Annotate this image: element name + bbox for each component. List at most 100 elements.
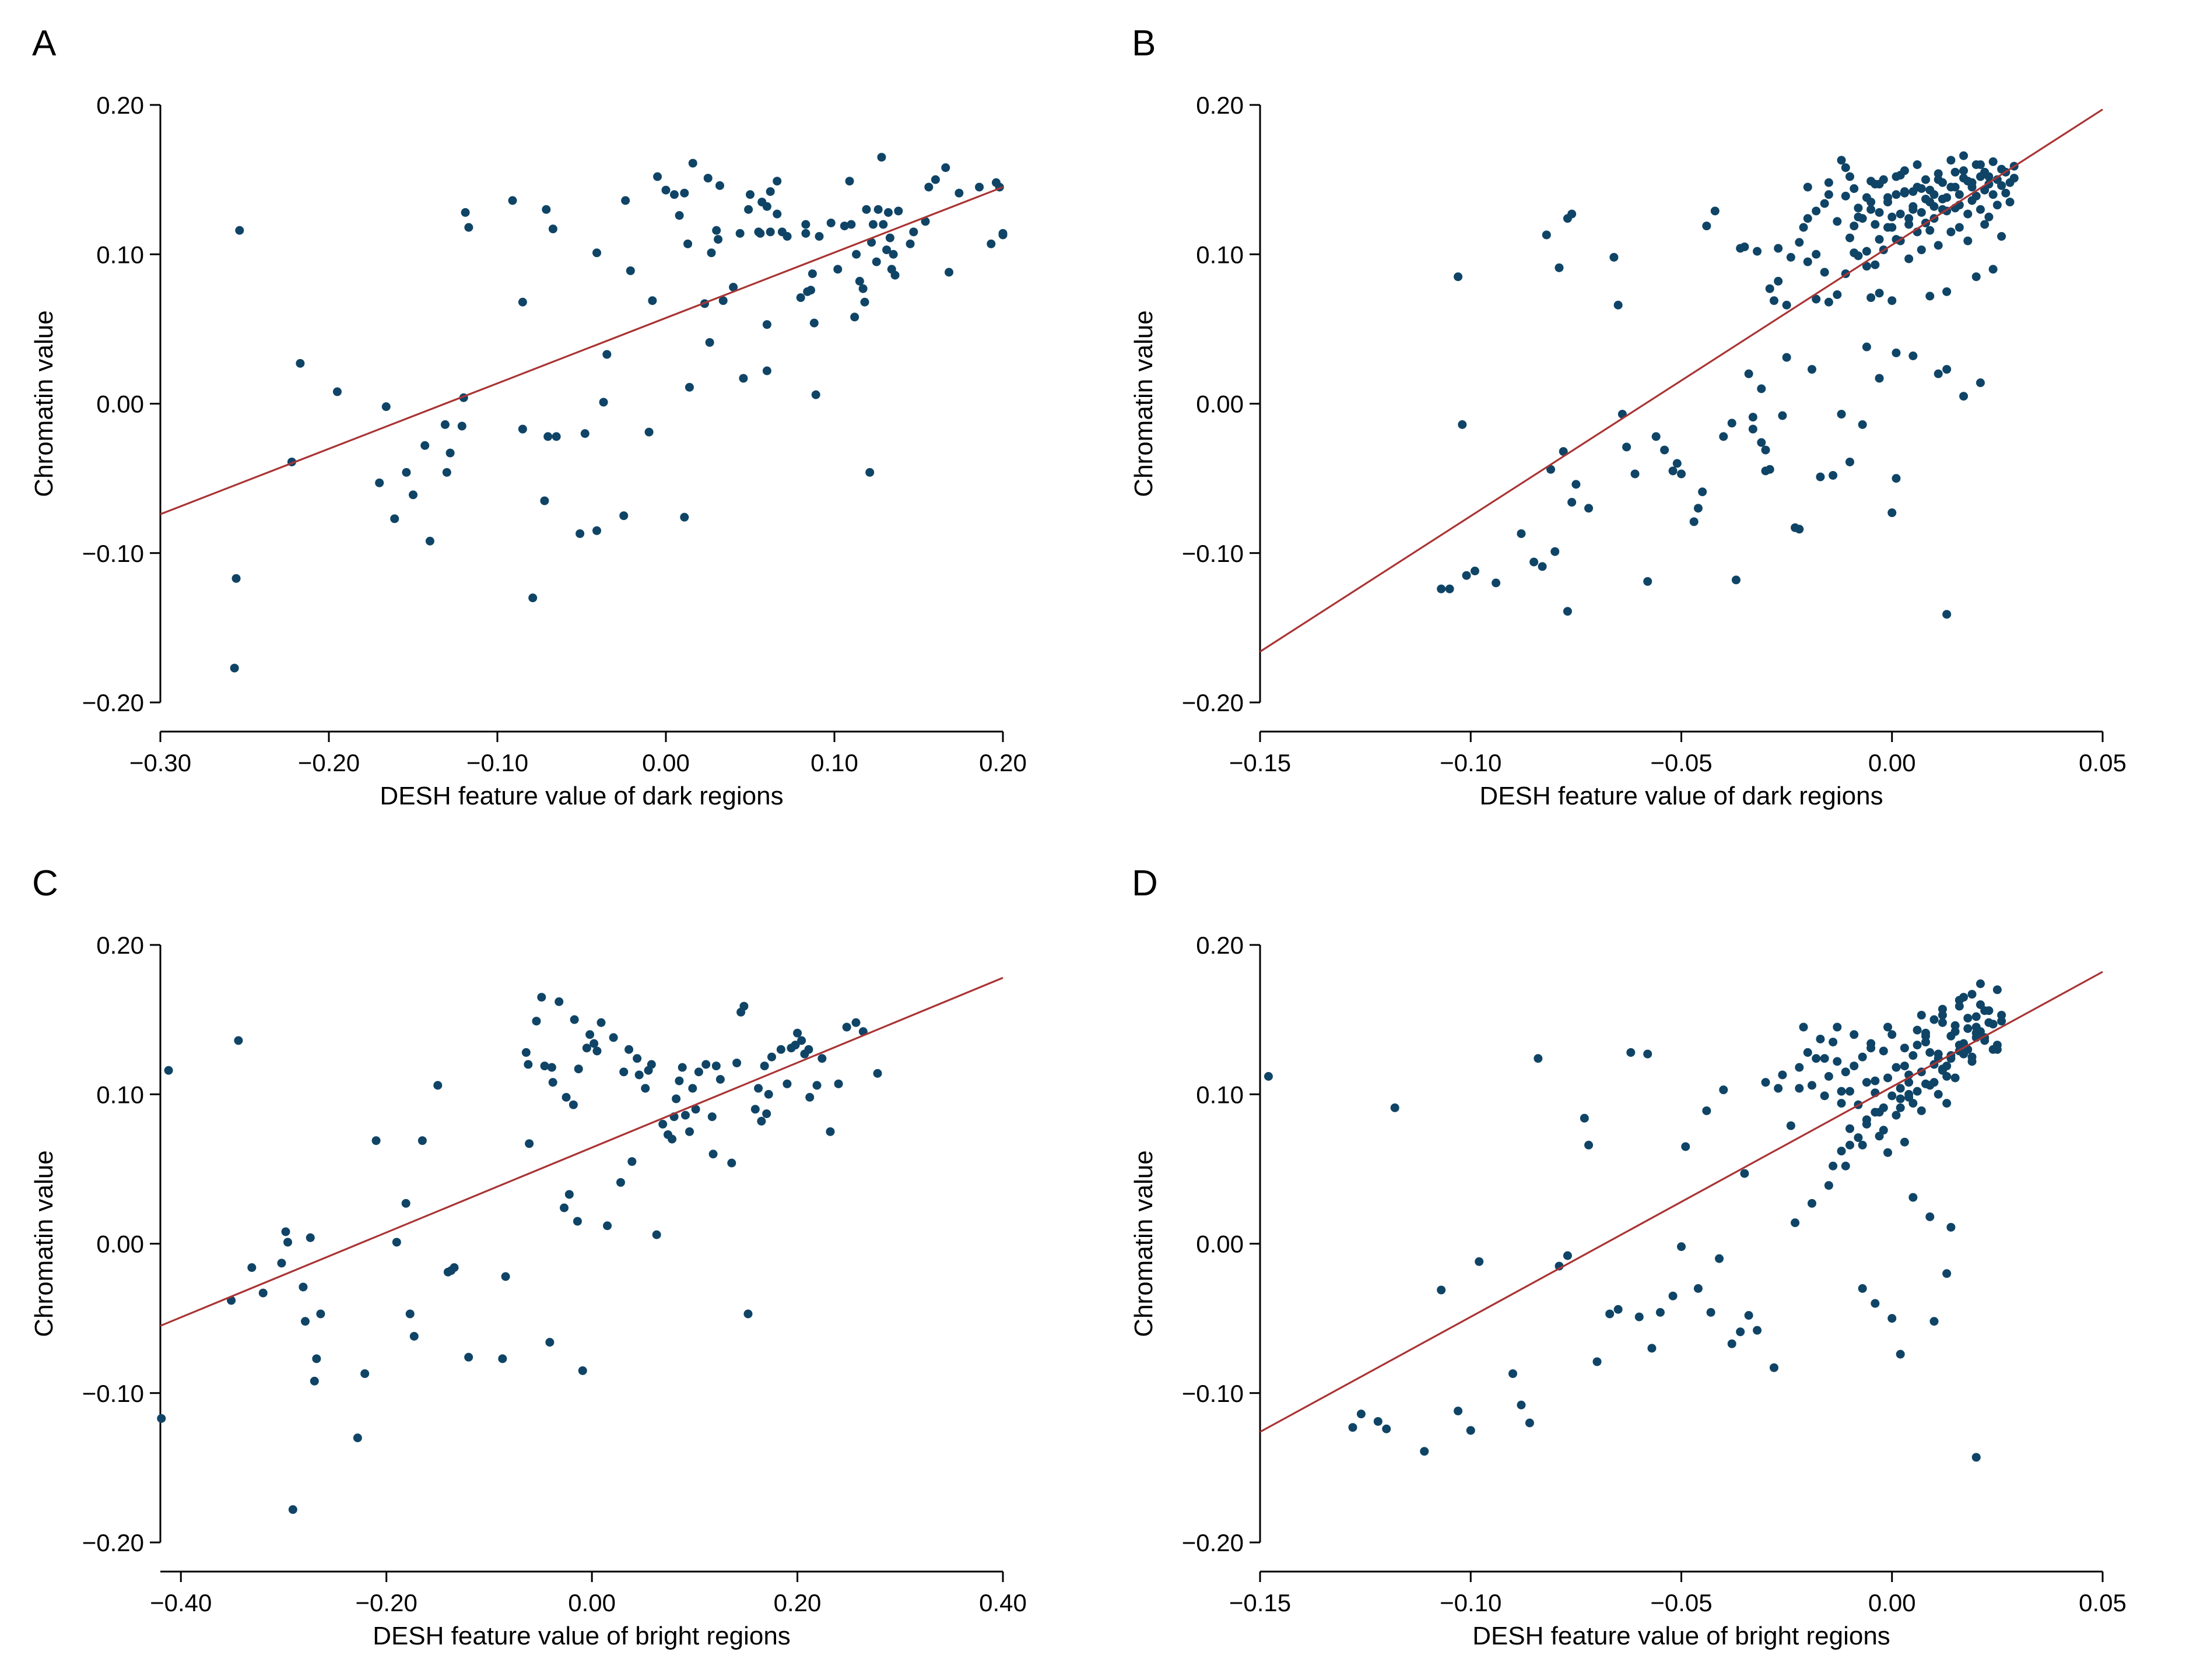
scatter-point [1908, 352, 1918, 360]
scatter-point [433, 1081, 443, 1090]
scatter-point [872, 257, 881, 266]
scatter-point [680, 512, 689, 522]
scatter-point [1883, 1073, 1893, 1082]
scatter-point [1382, 1424, 1391, 1433]
scatter-point [1765, 465, 1774, 474]
scatter-point [1605, 1309, 1615, 1319]
scatter-point [801, 229, 810, 238]
scatter-point [1580, 1113, 1589, 1123]
panel-b: B −0.20 −0.10 0.00 0.10 0.20 −0.15 −0.10 −0.05 0.… [1100, 0, 2199, 840]
scatter-point [791, 1041, 800, 1050]
scatter-point [2001, 188, 2010, 198]
scatter-point [247, 1263, 257, 1272]
scatter-point [885, 233, 894, 242]
scatter-point [1934, 369, 1943, 378]
x-tick-label: −0.15 [1229, 749, 1291, 776]
scatter-point [532, 1017, 541, 1026]
scatter-point [1698, 487, 1707, 497]
scatter-point [691, 1105, 700, 1114]
scatter-point [1753, 1326, 1762, 1335]
scatter-point [1917, 1106, 1926, 1115]
scatter-point [1668, 466, 1678, 476]
scatter-point [1841, 1161, 1850, 1171]
scatter-point [1475, 1257, 1484, 1266]
scatter-point [1896, 1103, 1905, 1112]
x-tick-label: −0.10 [1440, 749, 1501, 776]
scatter-point [1845, 457, 1854, 466]
y-tick-label: −0.10 [82, 1380, 144, 1407]
scatter-point [718, 296, 728, 305]
scatter-point [1883, 1022, 1893, 1032]
scatter-point [283, 1238, 293, 1247]
scatter-point [766, 187, 775, 196]
scatter-point [450, 1263, 459, 1272]
scatter-point [683, 239, 693, 248]
scatter-point [548, 224, 557, 234]
scatter-point [675, 211, 684, 220]
x-tick-label: −0.05 [1650, 749, 1712, 776]
scatter-point [1925, 198, 1935, 207]
scatter-point [762, 320, 771, 329]
y-axis-title: Chromatin value [30, 1150, 58, 1337]
scatter-point [1925, 1212, 1935, 1221]
scatter-point [1942, 193, 1952, 202]
scatter-point [1807, 1199, 1816, 1208]
scatter-point [1542, 230, 1551, 240]
scatter-point [661, 185, 671, 195]
scatter-point [235, 226, 244, 235]
scatter-point [1824, 297, 1833, 307]
scatter-point [1900, 1043, 1909, 1053]
scatter-point [1950, 1021, 1960, 1030]
scatter-point [1613, 300, 1623, 310]
scatter-point [685, 1127, 694, 1136]
scatter-point [1988, 190, 1998, 199]
scatter-point [1774, 276, 1783, 286]
scatter-point [1913, 160, 1922, 169]
scatter-point [1693, 504, 1703, 513]
scatter-point [1862, 262, 1871, 271]
scatter-point [1988, 265, 1998, 274]
scatter-point [1984, 172, 1994, 181]
scatter-point [1892, 474, 1901, 483]
scatter-point [793, 1028, 802, 1038]
scatter-point [1845, 1140, 1854, 1150]
scatter-point [924, 182, 934, 192]
scatter-point [1942, 287, 1952, 296]
scatter-point [712, 226, 721, 235]
scatter-point [1782, 353, 1791, 362]
scatter-point [619, 511, 629, 521]
scatter-point [1900, 1062, 1909, 1071]
scatter-point [1824, 1072, 1833, 1081]
scatter-point [1736, 1327, 1745, 1337]
scatter-point [1892, 1063, 1901, 1072]
scatter-point [998, 229, 1008, 238]
scatter-point [1702, 222, 1711, 231]
scatter-point [464, 223, 473, 232]
scatter-point [592, 526, 602, 535]
scatter-point [1942, 610, 1952, 619]
scatter-point [521, 1048, 531, 1057]
scatter-point [762, 1109, 771, 1119]
scatter-point [1833, 1057, 1842, 1066]
scatter-point [1887, 508, 1897, 518]
scatter-point [409, 490, 417, 500]
scatter-point [609, 1033, 618, 1042]
panel-c: C −0.20 −0.10 0.00 0.10 0.20 −0.40 −0.20 0.00 0.2… [0, 840, 1100, 1680]
scatter-point [1626, 1048, 1636, 1057]
scatter-point [1660, 445, 1669, 455]
scatter-point [1761, 445, 1770, 455]
scatter-point [1550, 547, 1560, 556]
scatter-point [390, 514, 399, 523]
scatter-point [1934, 1089, 1943, 1099]
scatter-point [1786, 1121, 1795, 1130]
scatter-point [1971, 1453, 1981, 1462]
scatter-point [1887, 1030, 1897, 1039]
scatter-point [1841, 191, 1850, 201]
scatter-point [508, 196, 517, 205]
scatter-point [1812, 294, 1821, 304]
scatter-point [501, 1272, 510, 1281]
scatter-point [809, 318, 819, 328]
scatter-point [845, 177, 854, 186]
scatter-point [851, 1018, 861, 1027]
scatter-point [306, 1233, 315, 1242]
